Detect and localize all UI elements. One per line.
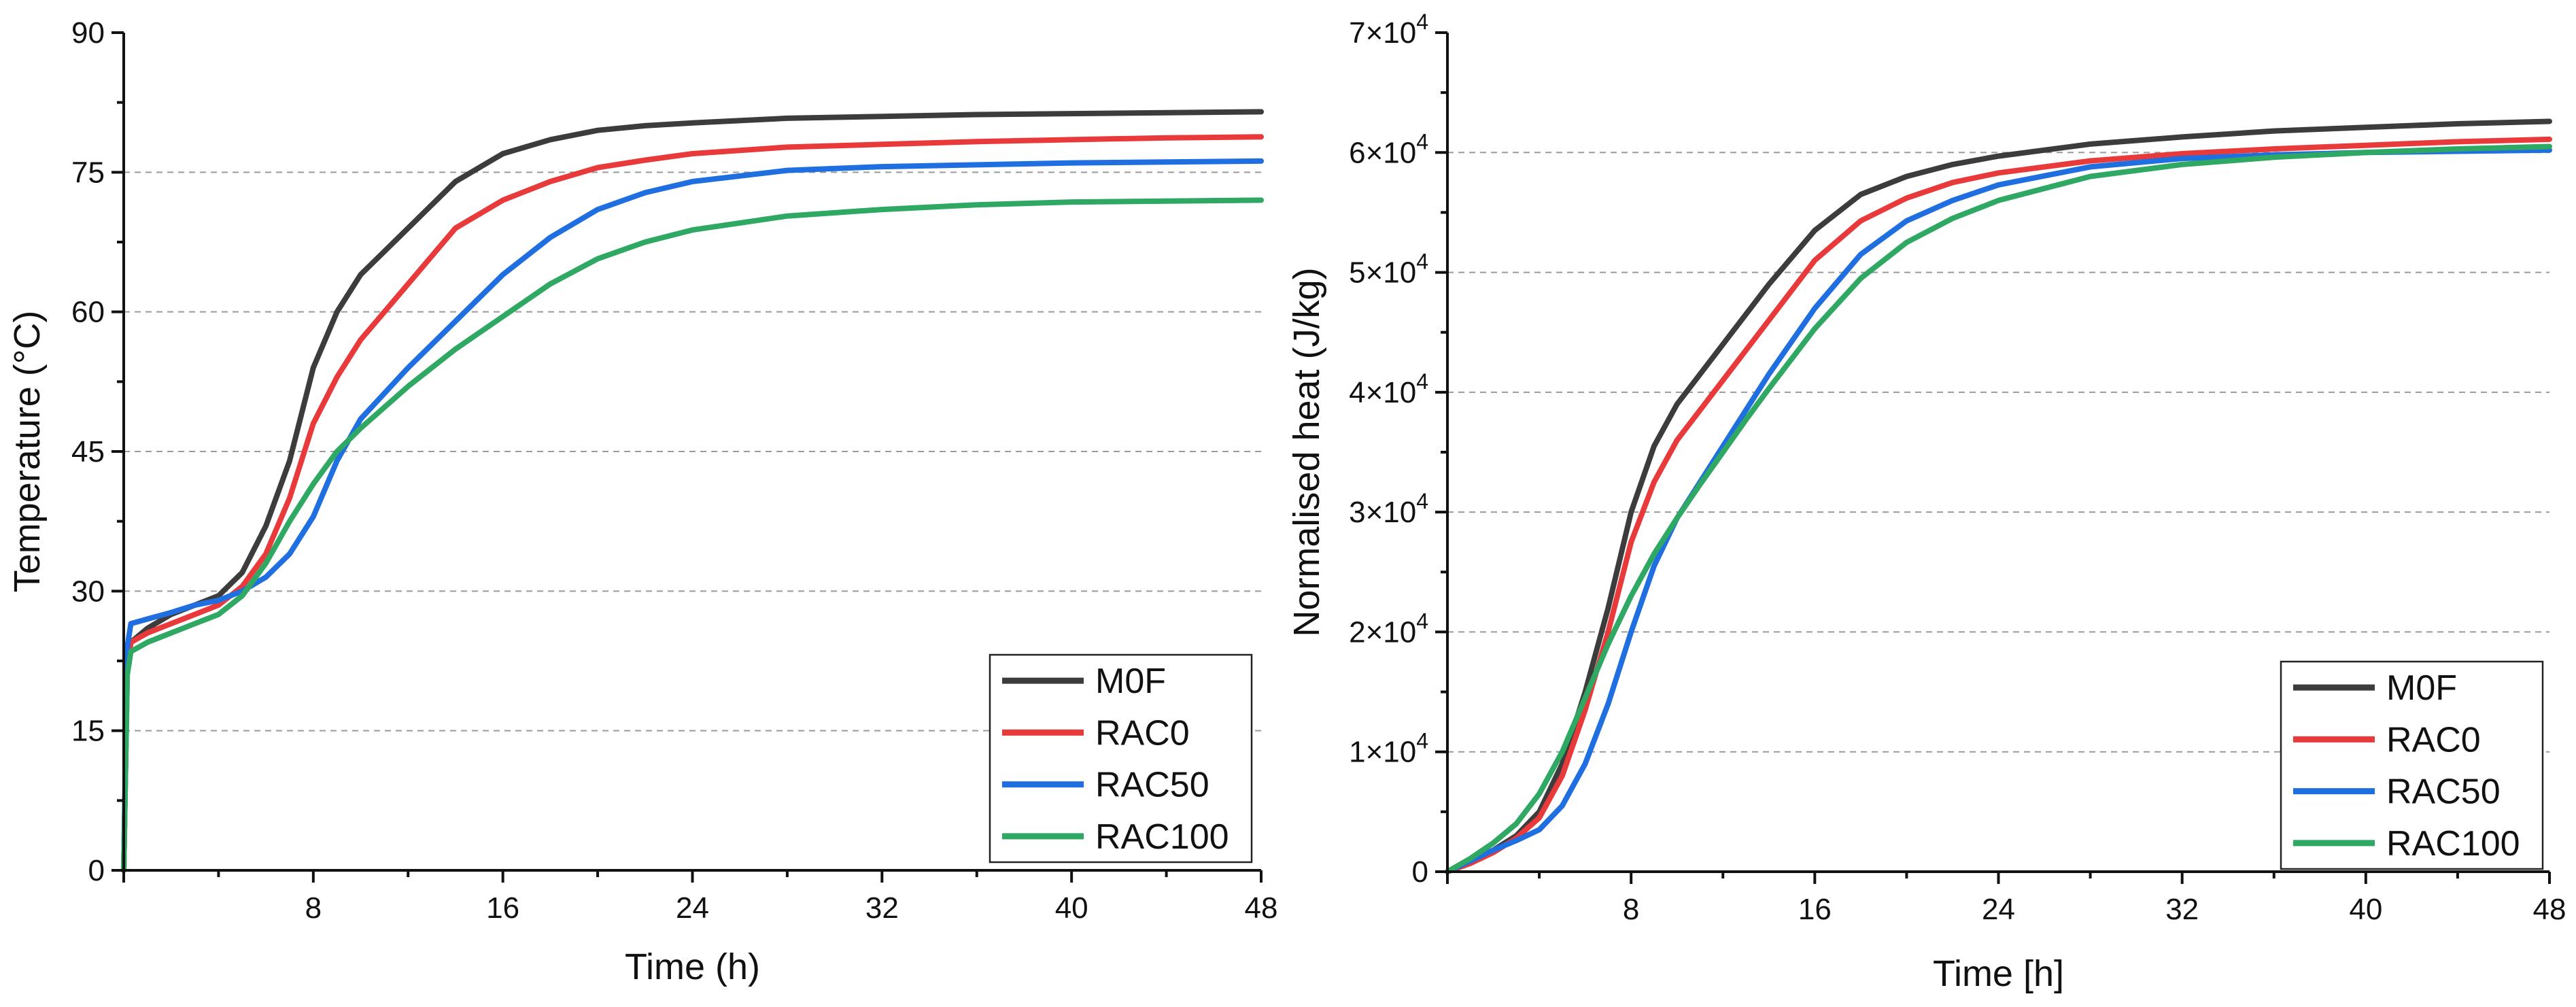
x-axis-title: Time [h] [1933, 953, 2064, 994]
legend-label-rac100: RAC100 [1095, 817, 1229, 857]
series-line-m0f [1445, 118, 2552, 874]
y-tick-label: 1×104 [1349, 729, 1428, 769]
series-line-rac50 [1445, 147, 2552, 874]
legend-label-m0f: M0F [1095, 662, 1166, 701]
x-tick-label: 16 [1798, 893, 1832, 926]
x-tick-label: 8 [1623, 893, 1639, 926]
y-tick-label: 60 [71, 296, 105, 329]
x-tick-label: 24 [1982, 893, 2015, 926]
y-tick-label: 3×104 [1349, 489, 1428, 529]
legend-label-rac0: RAC0 [2386, 720, 2481, 759]
y-tick-label: 0 [88, 854, 105, 887]
legend-label-rac50: RAC50 [2386, 772, 2501, 812]
x-axis-title: Time (h) [625, 946, 760, 987]
y-tick-label: 75 [71, 156, 105, 189]
x-tick-label: 40 [1055, 891, 1088, 925]
legend-box [2280, 660, 2544, 870]
y-tick-label: 5×104 [1349, 250, 1428, 290]
legend-box [989, 653, 1253, 864]
y-tick-label: 2×104 [1349, 609, 1428, 649]
x-tick-label: 24 [676, 891, 709, 925]
temperature-chart: 0 15 30 45 60 75 90 8 16 24 32 40 48 Time (h) Temperat… [7, 16, 1277, 987]
y-tick-label: 6×104 [1349, 129, 1428, 169]
series-line-rac100 [121, 197, 1264, 873]
x-tick-label: 32 [2165, 893, 2199, 926]
series-line-rac0 [121, 134, 1264, 873]
legend: M0F RAC0 RAC50 RAC100 [2280, 660, 2544, 870]
x-tick-label: 16 [486, 891, 519, 925]
y-tick-label: 4×104 [1349, 369, 1428, 409]
y-axis-title: Temperature (°C) [7, 311, 48, 593]
legend-label-rac0: RAC0 [1095, 713, 1190, 753]
y-tick-label: 0 [1412, 855, 1428, 889]
y-tick-label: 7×104 [1349, 10, 1428, 50]
y-tick-label: 15 [71, 715, 105, 748]
legend-label-rac100: RAC100 [2386, 824, 2520, 864]
y-tick-label: 45 [71, 435, 105, 468]
series-line-rac50 [121, 158, 1264, 873]
legend: M0F RAC0 RAC50 RAC100 [989, 653, 1253, 864]
x-tick-label: 8 [305, 891, 322, 925]
y-tick-label: 30 [71, 575, 105, 608]
y-axis-title: Normalised heat (J/kg) [1286, 267, 1327, 636]
x-tick-label: 32 [865, 891, 899, 925]
y-tick-label: 90 [71, 16, 105, 50]
series-line-rac0 [1445, 136, 2552, 874]
x-tick-label: 48 [2533, 893, 2566, 926]
legend-label-m0f: M0F [2386, 668, 2457, 708]
x-tick-label: 48 [1245, 891, 1278, 925]
x-tick-label: 40 [2349, 893, 2382, 926]
heat-chart: 0 1×104 2×104 3×104 4×104 5×104 6×104 7×104 8 16 2… [1286, 10, 2566, 994]
series-line-rac100 [1445, 143, 2552, 874]
legend-label-rac50: RAC50 [1095, 766, 1209, 805]
